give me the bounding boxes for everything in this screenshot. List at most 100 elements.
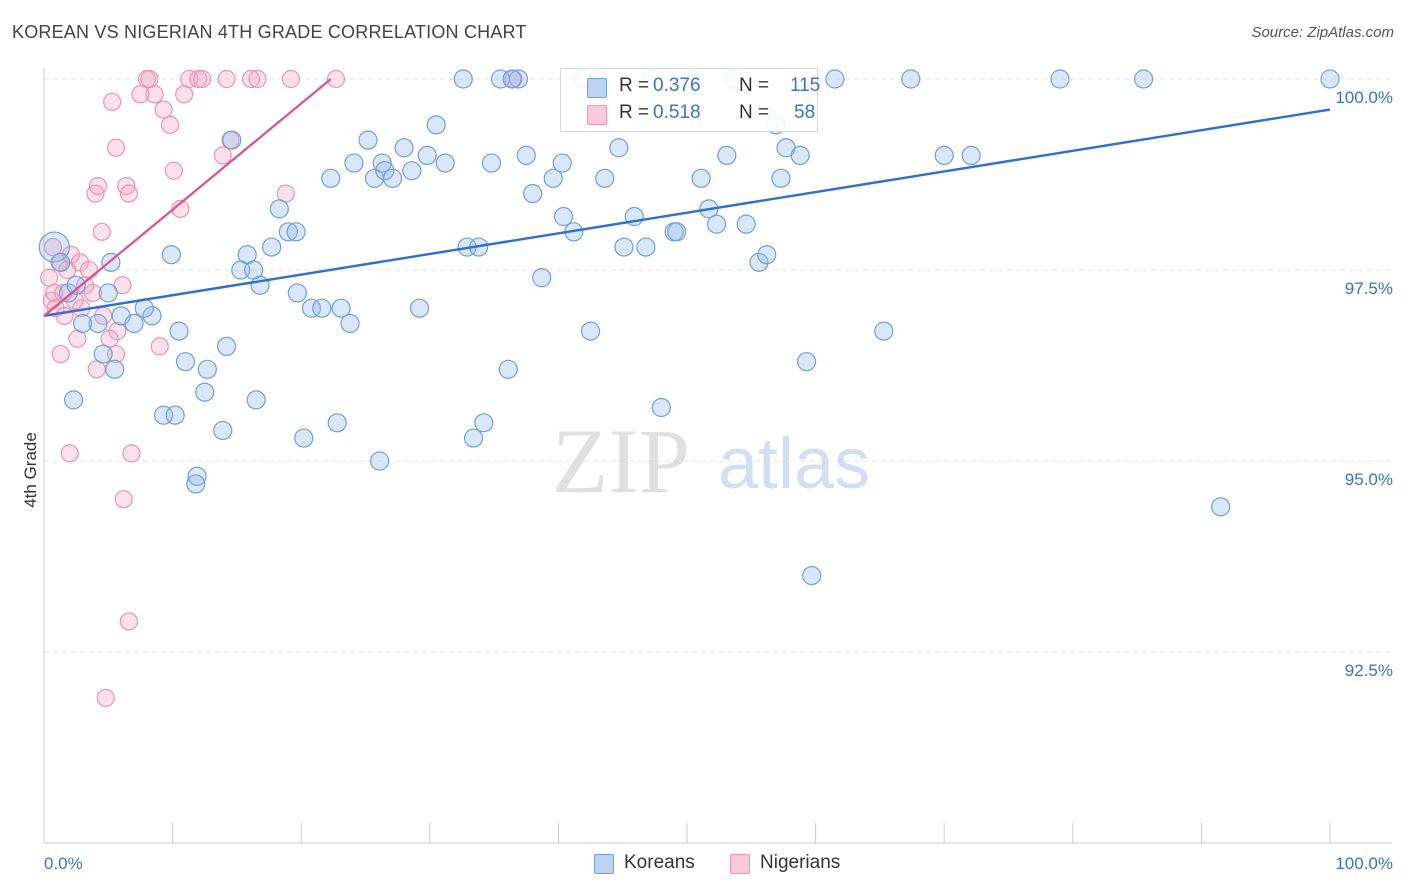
korean-point-4 xyxy=(88,313,108,334)
trend-lines xyxy=(43,78,1331,318)
nigerians-legend-swatch xyxy=(730,854,750,874)
korean-point-9 xyxy=(142,306,162,326)
korean-point-51 xyxy=(417,145,437,165)
y-tick-label-3: 100.0% xyxy=(1335,88,1393,107)
korean-point-64 xyxy=(523,184,543,204)
korean-point-39 xyxy=(340,313,360,334)
watermark-atlas: atlas xyxy=(718,424,870,504)
nigerian-point-31 xyxy=(164,161,183,180)
korean-point-83 xyxy=(691,168,711,188)
korean-point-12 xyxy=(105,359,125,379)
watermark-zip: ZIP xyxy=(552,410,690,512)
y-tick-label-1: 95.0% xyxy=(1345,470,1393,489)
korean-point-85 xyxy=(706,214,727,234)
nigerian-point-27 xyxy=(119,184,138,203)
koreans-r-value: 0.376 xyxy=(653,75,701,96)
korean-point-96 xyxy=(802,565,822,586)
nigerian-point-44 xyxy=(326,69,346,89)
korean-point-68 xyxy=(553,206,574,227)
korean-point-13 xyxy=(153,405,174,425)
nigerian-point-35 xyxy=(189,69,208,89)
korean-point-10 xyxy=(72,313,93,334)
korean-point-22 xyxy=(187,466,207,486)
nigerians-r-value: 0.518 xyxy=(653,102,701,123)
korean-point-99 xyxy=(901,69,921,89)
korean-point-36 xyxy=(312,298,332,318)
korean-point-97 xyxy=(825,69,845,89)
nigerian-point-10 xyxy=(79,260,99,280)
y-tick-label-2: 97.5% xyxy=(1345,279,1393,298)
nigerian-point-55 xyxy=(92,222,111,241)
korean-point-104 xyxy=(1211,497,1231,517)
korean-point-33 xyxy=(287,283,307,303)
nigerians-legend-label: Nigerians xyxy=(760,852,841,873)
korean-point-8 xyxy=(124,313,144,334)
korean-point-109 xyxy=(502,69,522,89)
nigerian-point-29 xyxy=(154,100,173,119)
korean-point-61 xyxy=(498,359,518,379)
korean-point-74 xyxy=(609,138,629,158)
korean-point-20 xyxy=(217,336,237,356)
koreans-r-label: R = xyxy=(619,75,650,96)
korean-point-50 xyxy=(409,298,430,318)
korean-point-37 xyxy=(321,168,341,188)
korean-point-49 xyxy=(402,161,422,181)
korean-point-35 xyxy=(301,298,322,318)
korean-point-59 xyxy=(481,153,502,173)
korean-point-38 xyxy=(331,298,351,318)
y-tick-label-0: 92.5% xyxy=(1345,661,1393,680)
korean-point-102 xyxy=(1050,69,1070,89)
korean-point-29 xyxy=(262,237,282,257)
nigerians-r-label: R = xyxy=(619,102,650,123)
x-tick-label-0: 0.0% xyxy=(44,854,83,873)
korean-point-6 xyxy=(98,283,118,303)
korean-point-19 xyxy=(213,420,233,441)
y-axis-label: 4th Grade xyxy=(21,432,40,508)
watermark: ZIP atlas xyxy=(552,410,870,512)
korean-point-100 xyxy=(934,145,954,165)
korean-point-88 xyxy=(736,214,756,234)
nigerians-n-value: 58 xyxy=(794,102,816,123)
korean-point-2 xyxy=(58,283,79,303)
korean-point-58 xyxy=(474,413,494,433)
korean-point-67 xyxy=(552,153,572,173)
korean-point-43 xyxy=(372,153,392,173)
korean-point-92 xyxy=(771,168,791,188)
nigerian-point-37 xyxy=(213,146,232,165)
nigerian-point-39 xyxy=(217,69,236,89)
korean-point-63 xyxy=(516,145,536,165)
nigerian-point-13 xyxy=(55,306,74,325)
korean-point-11 xyxy=(63,390,84,410)
korean-point-31 xyxy=(278,222,298,242)
nigerian-point-25 xyxy=(88,176,108,196)
korean-point-71 xyxy=(580,321,601,341)
nigerian-point-46 xyxy=(106,138,126,157)
nigerian-point-40 xyxy=(241,69,261,89)
korean-point-17 xyxy=(195,382,215,402)
korean-point-16 xyxy=(175,352,196,372)
korean-point-41 xyxy=(358,130,378,150)
korean-point-30 xyxy=(269,199,289,219)
korean-point-3 xyxy=(66,275,86,295)
korean-point-28 xyxy=(246,390,266,410)
nigerian-point-53 xyxy=(119,612,138,631)
chart-title: KOREAN VS NIGERIAN 4TH GRADE CORRELATION… xyxy=(12,22,527,42)
korean-point-54 xyxy=(453,69,473,89)
korean-point-108 xyxy=(222,130,242,150)
korean-point-45 xyxy=(382,168,403,188)
korean-point-1 xyxy=(51,252,71,272)
korean-point-40 xyxy=(344,153,364,173)
nigerian-point-30 xyxy=(160,115,180,134)
korean-point-21 xyxy=(161,245,181,265)
nigerian-point-41 xyxy=(248,69,267,89)
koreans-n-value: 115 xyxy=(790,75,821,96)
nigerian-point-49 xyxy=(140,69,159,89)
nigerian-point-22 xyxy=(106,344,126,364)
nigerians-points xyxy=(40,69,523,707)
korean-point-89 xyxy=(749,252,769,272)
korean-point-101 xyxy=(961,145,981,165)
nigerian-point-51 xyxy=(122,444,141,463)
korean-point-0 xyxy=(38,231,70,263)
korean-point-5 xyxy=(93,344,113,364)
nigerians-n-label: N = xyxy=(739,102,770,123)
